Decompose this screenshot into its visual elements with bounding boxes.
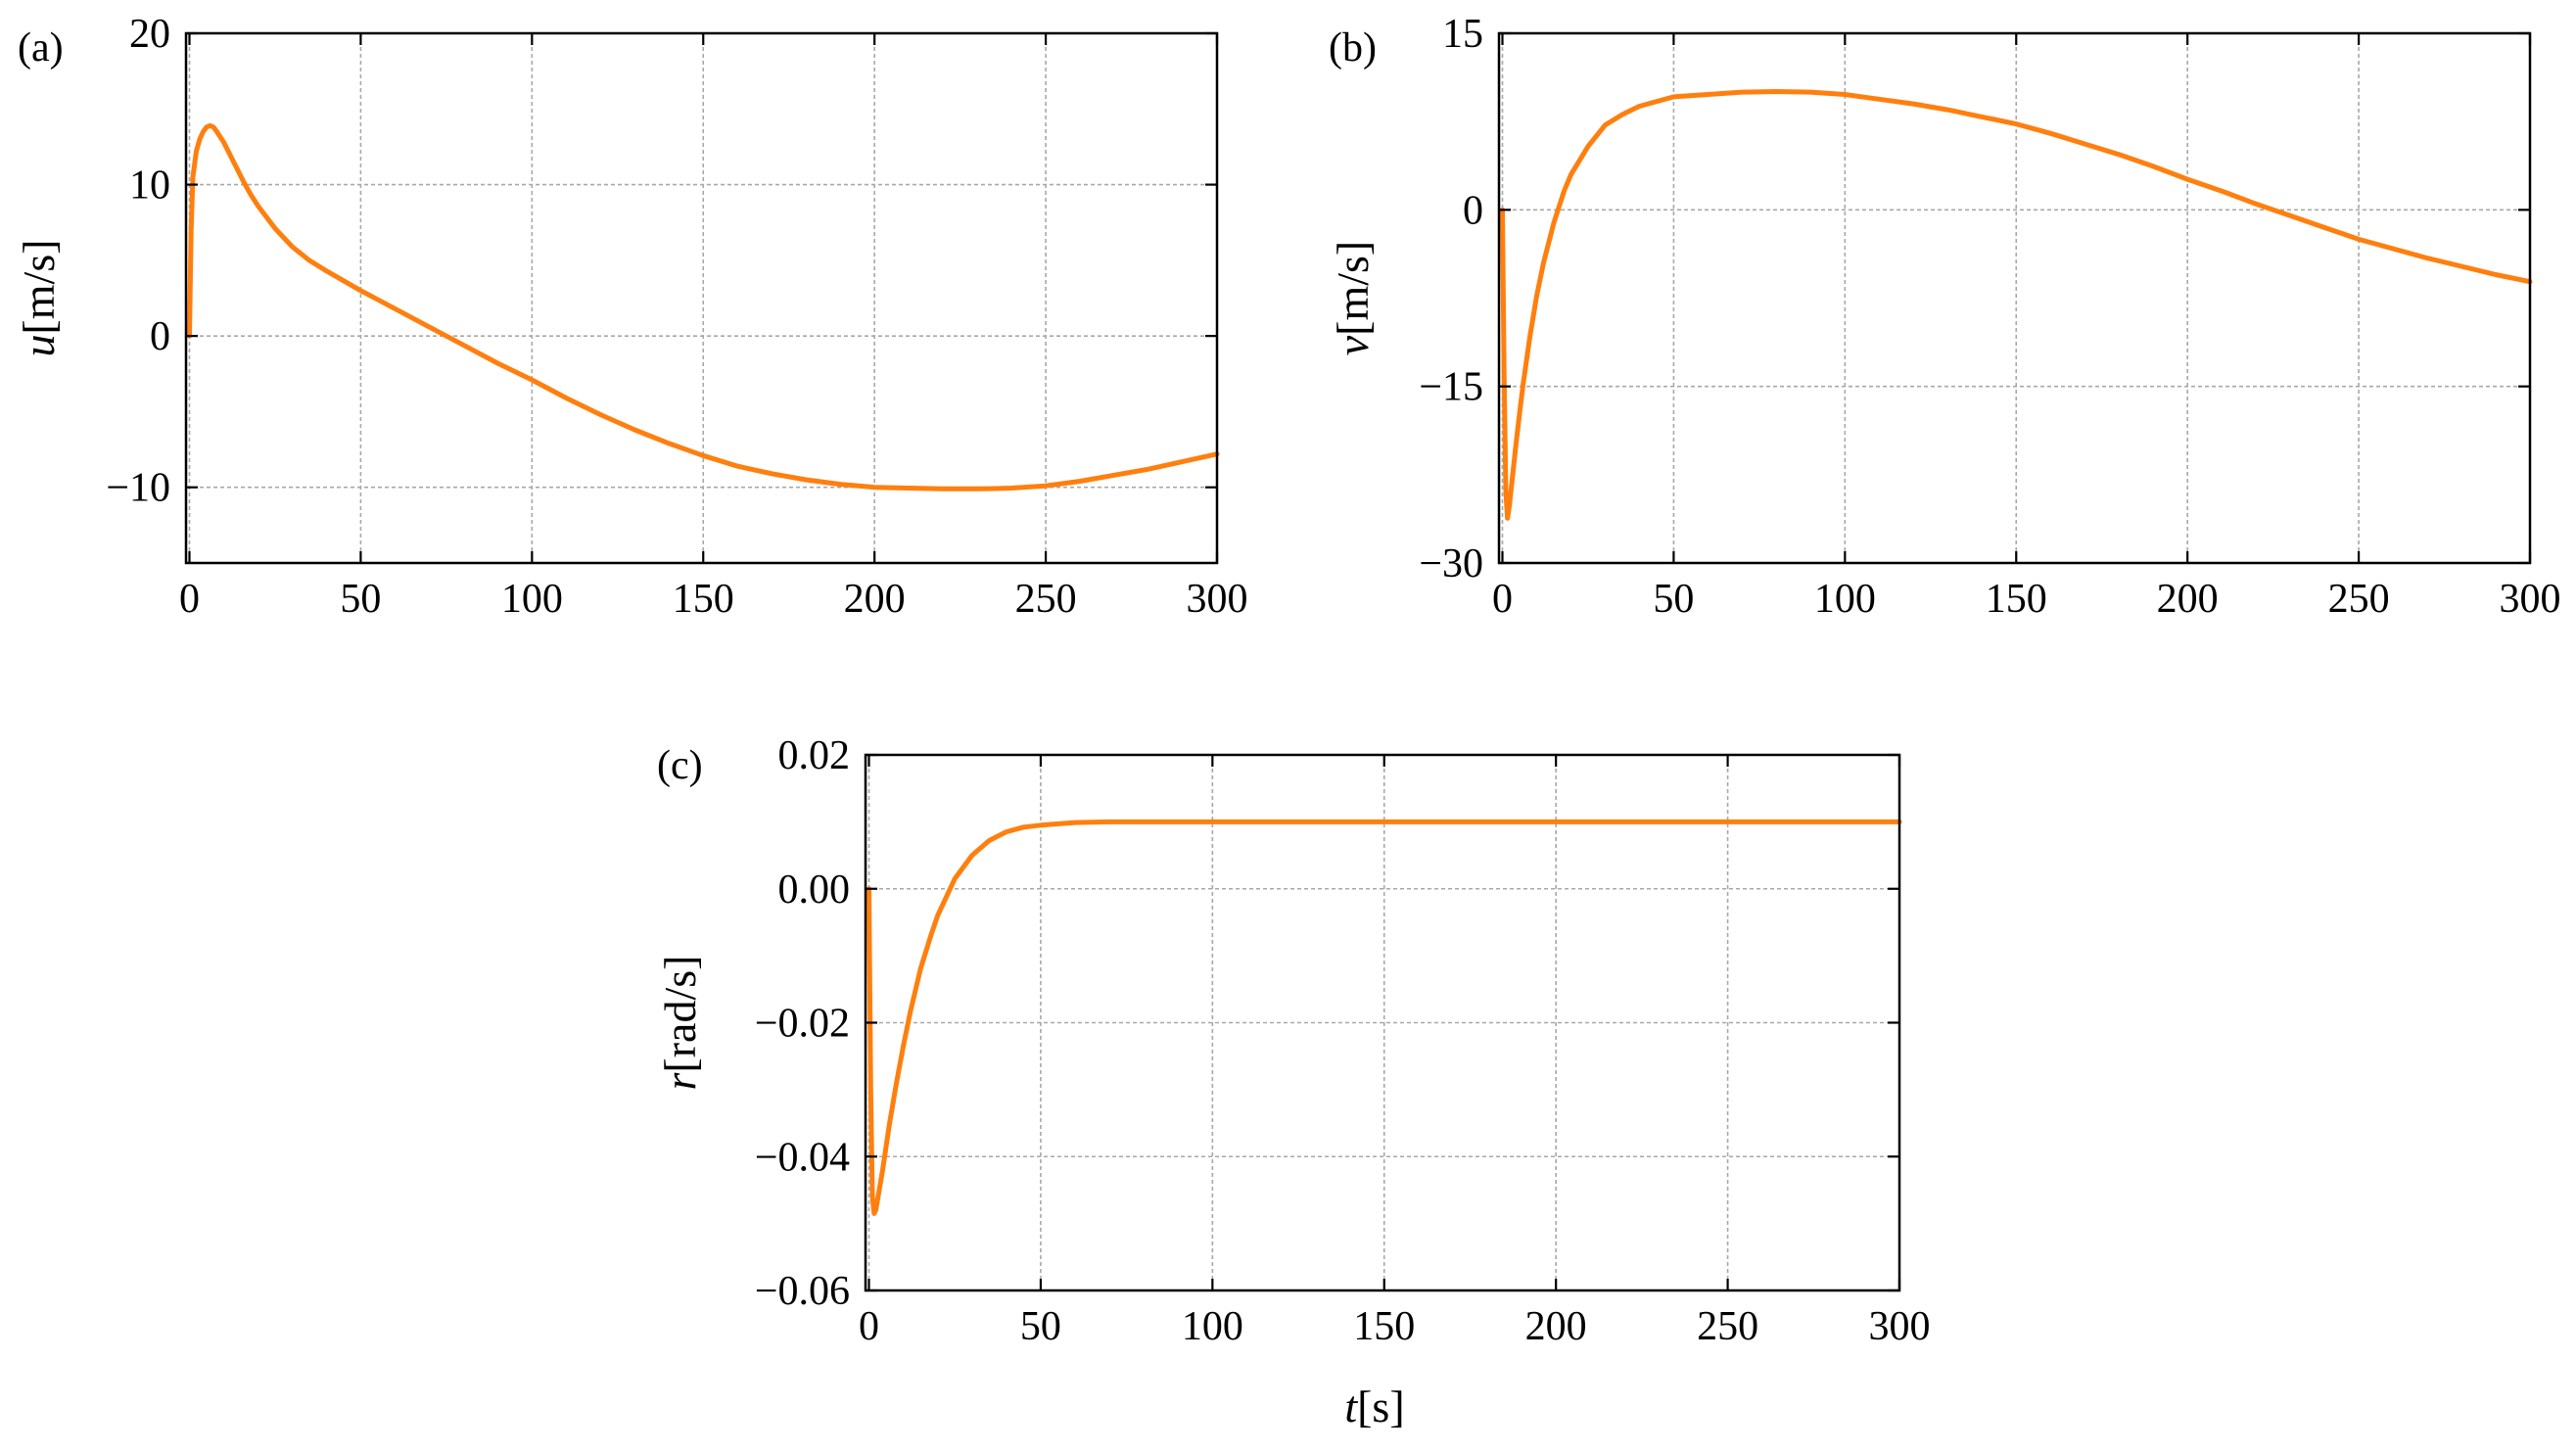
- plot-frame: [1497, 31, 2532, 565]
- x-axis-unit: [s]: [1357, 1382, 1405, 1431]
- x-tick-label: 250: [1015, 577, 1077, 622]
- x-tick-label: 300: [1869, 1304, 1931, 1349]
- y-tick-label: −15: [1419, 365, 1483, 410]
- x-tick-label: 50: [1653, 577, 1694, 622]
- y-tick-label: 0.00: [778, 867, 851, 913]
- x-tick-label: 200: [2157, 577, 2219, 622]
- y-axis-unit: [m/s]: [1328, 241, 1378, 336]
- y-tick-label: −0.06: [755, 1269, 850, 1314]
- x-axis-var: t: [1344, 1382, 1358, 1431]
- series-line-0: [187, 122, 1220, 492]
- y-axis-title: u[m/s]: [14, 239, 64, 356]
- y-tick-label: 0.02: [778, 733, 851, 778]
- y-tick-label: 0: [150, 314, 170, 359]
- y-tick-label: 20: [129, 12, 170, 57]
- x-tick-label: 250: [1697, 1304, 1758, 1349]
- x-tick-label: 0: [179, 577, 200, 622]
- x-tick-label: 200: [1525, 1304, 1587, 1349]
- x-tick-label: 50: [340, 577, 381, 622]
- series-line-0: [1500, 89, 2533, 521]
- y-tick-label: −30: [1419, 541, 1483, 586]
- y-tick-label: 0: [1463, 188, 1483, 233]
- y-axis-var: r: [655, 1071, 705, 1090]
- plot-frame: [184, 31, 1219, 565]
- series-line-0: [866, 819, 1902, 1216]
- x-tick-label: 50: [1020, 1304, 1061, 1349]
- x-tick-label: 100: [501, 577, 563, 622]
- y-axis-title: v[m/s]: [1328, 241, 1378, 356]
- panel-label: (c): [657, 743, 703, 788]
- y-axis-var: u: [14, 335, 64, 357]
- x-tick-label: 150: [1353, 1304, 1415, 1349]
- panel-a: 0 50 100 150 200 250 300 −10 0 10 20 (a) u[m/s]: [14, 12, 1248, 622]
- panel-label: (b): [1329, 25, 1377, 70]
- y-axis-title: r[rad/s]: [655, 956, 705, 1091]
- x-tick-label: 300: [1187, 577, 1248, 622]
- y-tick-label: −10: [106, 466, 170, 511]
- x-tick-label: 150: [673, 577, 734, 622]
- x-tick-label: 100: [1814, 577, 1876, 622]
- y-tick-label: −0.02: [755, 1002, 850, 1047]
- panel-c: 0 50 100 150 200 250 300 −0.06 −0.04 −0.02 0.00 0.0…: [655, 733, 1931, 1349]
- x-tick-label: 100: [1182, 1304, 1243, 1349]
- y-tick-label: 15: [1442, 12, 1483, 57]
- x-tick-label: 250: [2328, 577, 2390, 622]
- x-tick-label: 150: [1986, 577, 2047, 622]
- x-tick-label: 200: [844, 577, 906, 622]
- x-tick-label: 300: [2500, 577, 2561, 622]
- panel-b: 0 50 100 150 200 250 300 −30 −15 0 15 (b) v[m/s]: [1328, 12, 2561, 622]
- y-axis-unit: [m/s]: [14, 239, 64, 334]
- x-tick-label: 0: [1492, 577, 1513, 622]
- y-tick-label: −0.04: [755, 1135, 850, 1180]
- y-axis-unit: [rad/s]: [655, 956, 705, 1073]
- x-axis-title: t[s]: [1344, 1382, 1404, 1431]
- x-tick-label: 0: [859, 1304, 879, 1349]
- y-tick-label: 10: [129, 164, 170, 209]
- panel-label: (a): [18, 25, 64, 70]
- y-axis-var: v: [1328, 335, 1378, 355]
